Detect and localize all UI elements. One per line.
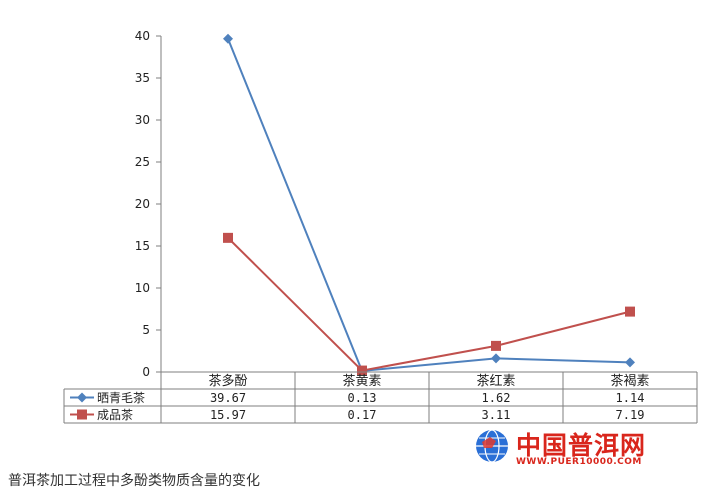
- series-name: 晒青毛茶: [97, 390, 145, 405]
- y-tick-label: 35: [135, 71, 150, 85]
- data-point: [491, 340, 501, 351]
- data-value-label: 3.11: [482, 408, 511, 422]
- watermark-url: WWW.PUER10000.COM: [516, 457, 642, 467]
- y-tick-label: 30: [135, 113, 150, 127]
- data-point: [223, 232, 233, 243]
- y-tick-label: 10: [135, 281, 150, 295]
- y-tick-label: 25: [135, 155, 150, 169]
- data-value-label: 7.19: [616, 408, 645, 422]
- series-line: [227, 237, 631, 372]
- data-value-label: 1.14: [616, 391, 645, 405]
- y-tick-label: 40: [135, 29, 150, 43]
- data-point: [223, 33, 233, 44]
- data-value-label: 0.17: [348, 408, 377, 422]
- category-label: 茶多酚: [208, 373, 247, 389]
- figure-caption: 普洱茶加工过程中多酚类物质含量的变化: [8, 473, 260, 489]
- chart-series: [223, 33, 635, 376]
- category-label: 茶黄素: [342, 373, 381, 389]
- chart-axes: 0 5 10 15 20 25 30 35 40: [135, 29, 162, 379]
- y-tick-label: 0: [142, 365, 150, 379]
- data-point: [357, 365, 367, 376]
- y-tick-label: 15: [135, 239, 150, 253]
- globe-icon: [476, 429, 508, 463]
- category-label: 茶褐素: [610, 373, 649, 389]
- data-value-label: 0.13: [348, 391, 377, 405]
- category-label: 茶红素: [476, 373, 515, 389]
- data-value-label: 15.97: [210, 408, 246, 422]
- data-value-label: 39.67: [210, 391, 246, 405]
- series-name: 成品茶: [97, 407, 133, 422]
- watermark-title: 中国普洱网: [516, 431, 647, 460]
- data-value-label: 1.62: [482, 391, 511, 405]
- y-tick-label: 20: [135, 197, 150, 211]
- legend-key-marker: [77, 392, 87, 403]
- legend-key-marker: [77, 409, 87, 420]
- data-point: [491, 353, 501, 364]
- watermark-logo: 中国普洱网 WWW.PUER10000.COM: [470, 424, 690, 474]
- series-line: [227, 38, 631, 372]
- y-tick-label: 5: [142, 323, 150, 337]
- data-point: [625, 306, 635, 317]
- data-point: [625, 357, 635, 368]
